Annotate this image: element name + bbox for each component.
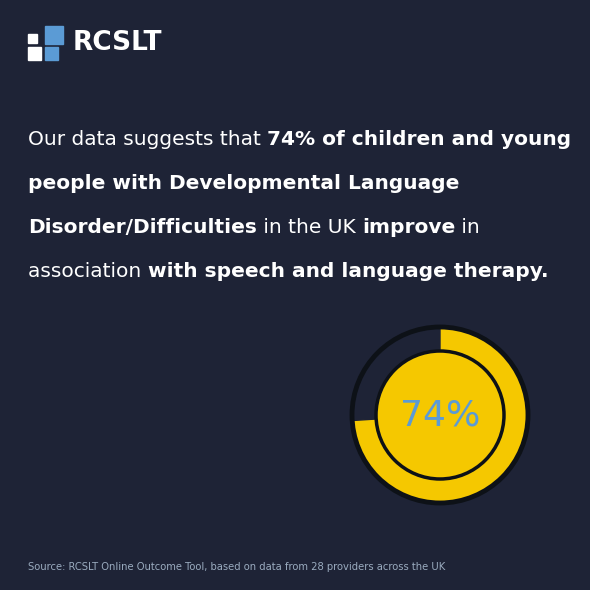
Text: 74%: 74%: [400, 398, 480, 432]
Circle shape: [376, 351, 504, 479]
Bar: [45, 47, 58, 60]
Text: Our data suggests that: Our data suggests that: [28, 130, 267, 149]
Text: association: association: [28, 262, 148, 281]
Wedge shape: [352, 327, 528, 503]
Wedge shape: [352, 327, 440, 421]
Bar: [45, 26, 63, 44]
Text: 74% of children and young: 74% of children and young: [267, 130, 571, 149]
Bar: [28, 47, 41, 60]
Text: improve: improve: [362, 218, 455, 237]
Text: Disorder/Difficulties: Disorder/Difficulties: [28, 218, 257, 237]
Text: RCSLT: RCSLT: [73, 30, 162, 55]
Text: people with Developmental Language: people with Developmental Language: [28, 174, 460, 193]
Text: Source: RCSLT Online Outcome Tool, based on data from 28 providers across the UK: Source: RCSLT Online Outcome Tool, based…: [28, 562, 445, 572]
Text: in: in: [455, 218, 480, 237]
Bar: [28, 34, 37, 43]
Text: with speech and language therapy.: with speech and language therapy.: [148, 262, 548, 281]
Text: in the UK: in the UK: [257, 218, 362, 237]
